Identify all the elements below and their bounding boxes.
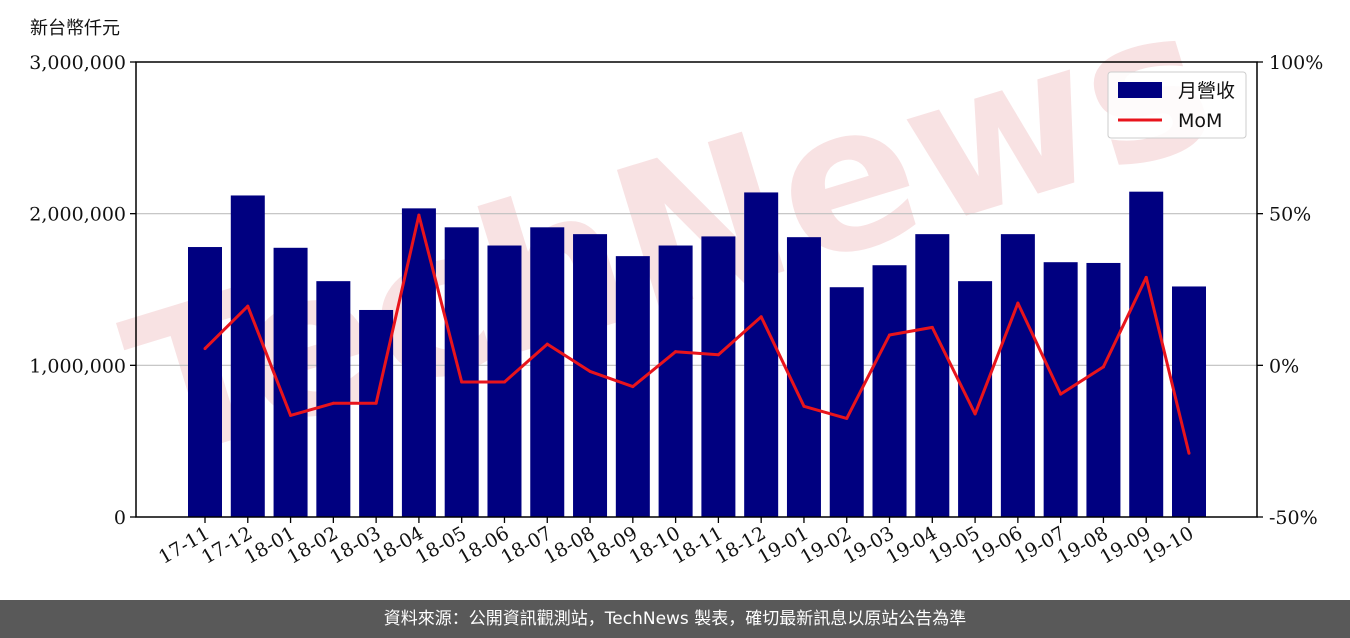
bar [1043,262,1078,517]
y-left-tick-label: 2,000,000 [29,204,126,226]
bar [230,195,265,517]
bar [401,208,436,517]
mom-point [1016,301,1020,305]
mom-point [1144,275,1148,279]
bar [359,309,394,517]
y-right-tick-label: -50% [1269,507,1318,529]
y-right-tick-label: 0% [1269,355,1299,377]
mom-line [203,213,1191,454]
y-right-tick-label: 100% [1269,52,1323,74]
bar [530,227,565,518]
mom-point [802,404,806,408]
legend-label-revenue: 月營收 [1178,80,1235,102]
y-left-tick-label: 0 [114,507,126,529]
bar [744,192,779,517]
mom-point [1059,392,1063,396]
y-left-tick-label: 1,000,000 [29,355,126,377]
mom-point [289,413,293,417]
bar [915,234,950,517]
y-left-tick-label: 3,000,000 [29,52,126,74]
bar [872,265,907,517]
bar [829,287,864,517]
bar [701,236,736,517]
bar [1086,262,1121,517]
mom-point [545,342,549,346]
bar [1129,191,1164,518]
mom-point [674,350,678,354]
y-right-tick-label: 50% [1269,204,1311,226]
revenue-chart: TechNews 01,000,0002,000,0003,000,000-50… [29,0,1323,569]
legend: 月營收 MoM [1107,71,1247,139]
mom-point [1187,451,1191,455]
bar [444,227,479,518]
mom-point [759,315,763,319]
mom-point [203,347,207,351]
mom-point [888,333,892,337]
mom-point [631,385,635,389]
mom-point [716,353,720,357]
source-footer: 資料來源：公開資訊觀測站，TechNews 製表，確切最新訊息以原站公告為準 [0,600,1350,638]
bar [316,281,351,517]
bar [1000,234,1035,517]
bar [958,281,993,517]
mom-point [588,369,592,373]
mom-series [203,213,1191,455]
mom-point [845,416,849,420]
mom-point [502,380,506,384]
bar [188,247,222,518]
y-unit-label: 新台幣仟元 [30,18,120,39]
plot-frame [135,61,1258,518]
bar [786,237,821,518]
mom-point [1101,365,1105,369]
mom-point [930,325,934,329]
legend-label-mom: MoM [1178,110,1222,132]
mom-point [417,213,421,217]
mom-point [460,380,464,384]
mom-point [973,412,977,416]
mom-point [374,401,378,405]
bar [658,245,693,517]
x-tick-label: 19-10 [1139,522,1197,568]
mom-point [246,304,250,308]
legend-swatch-bar [1118,82,1162,98]
mom-point [331,401,335,405]
